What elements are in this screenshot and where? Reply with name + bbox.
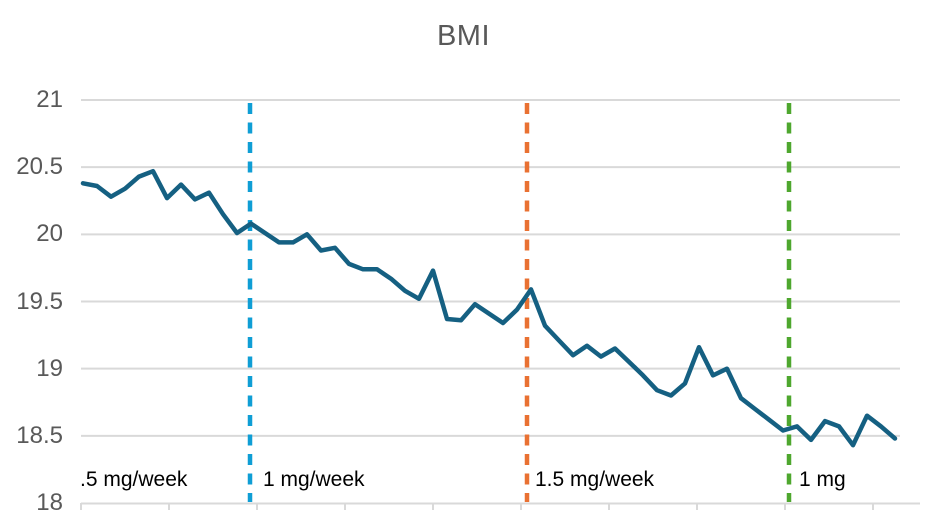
y-axis-label: 20.5 xyxy=(16,153,63,181)
dose-label-3: 1.5 mg/week xyxy=(535,468,655,491)
y-axis-label: 18.5 xyxy=(16,421,63,449)
y-axis-label: 19 xyxy=(36,354,63,382)
y-axis-label: 18 xyxy=(36,489,63,516)
dose-label-1: .5 mg/week xyxy=(80,468,188,491)
dose-label-4: 1 mg xyxy=(799,468,846,491)
chart-title: BMI xyxy=(436,20,491,52)
dose-label-2: 1 mg/week xyxy=(263,468,365,491)
y-axis-label: 19.5 xyxy=(16,287,63,315)
bmi-series-line xyxy=(80,168,898,448)
y-axis-label: 21 xyxy=(36,86,63,113)
y-axis-label: 20 xyxy=(36,220,63,248)
